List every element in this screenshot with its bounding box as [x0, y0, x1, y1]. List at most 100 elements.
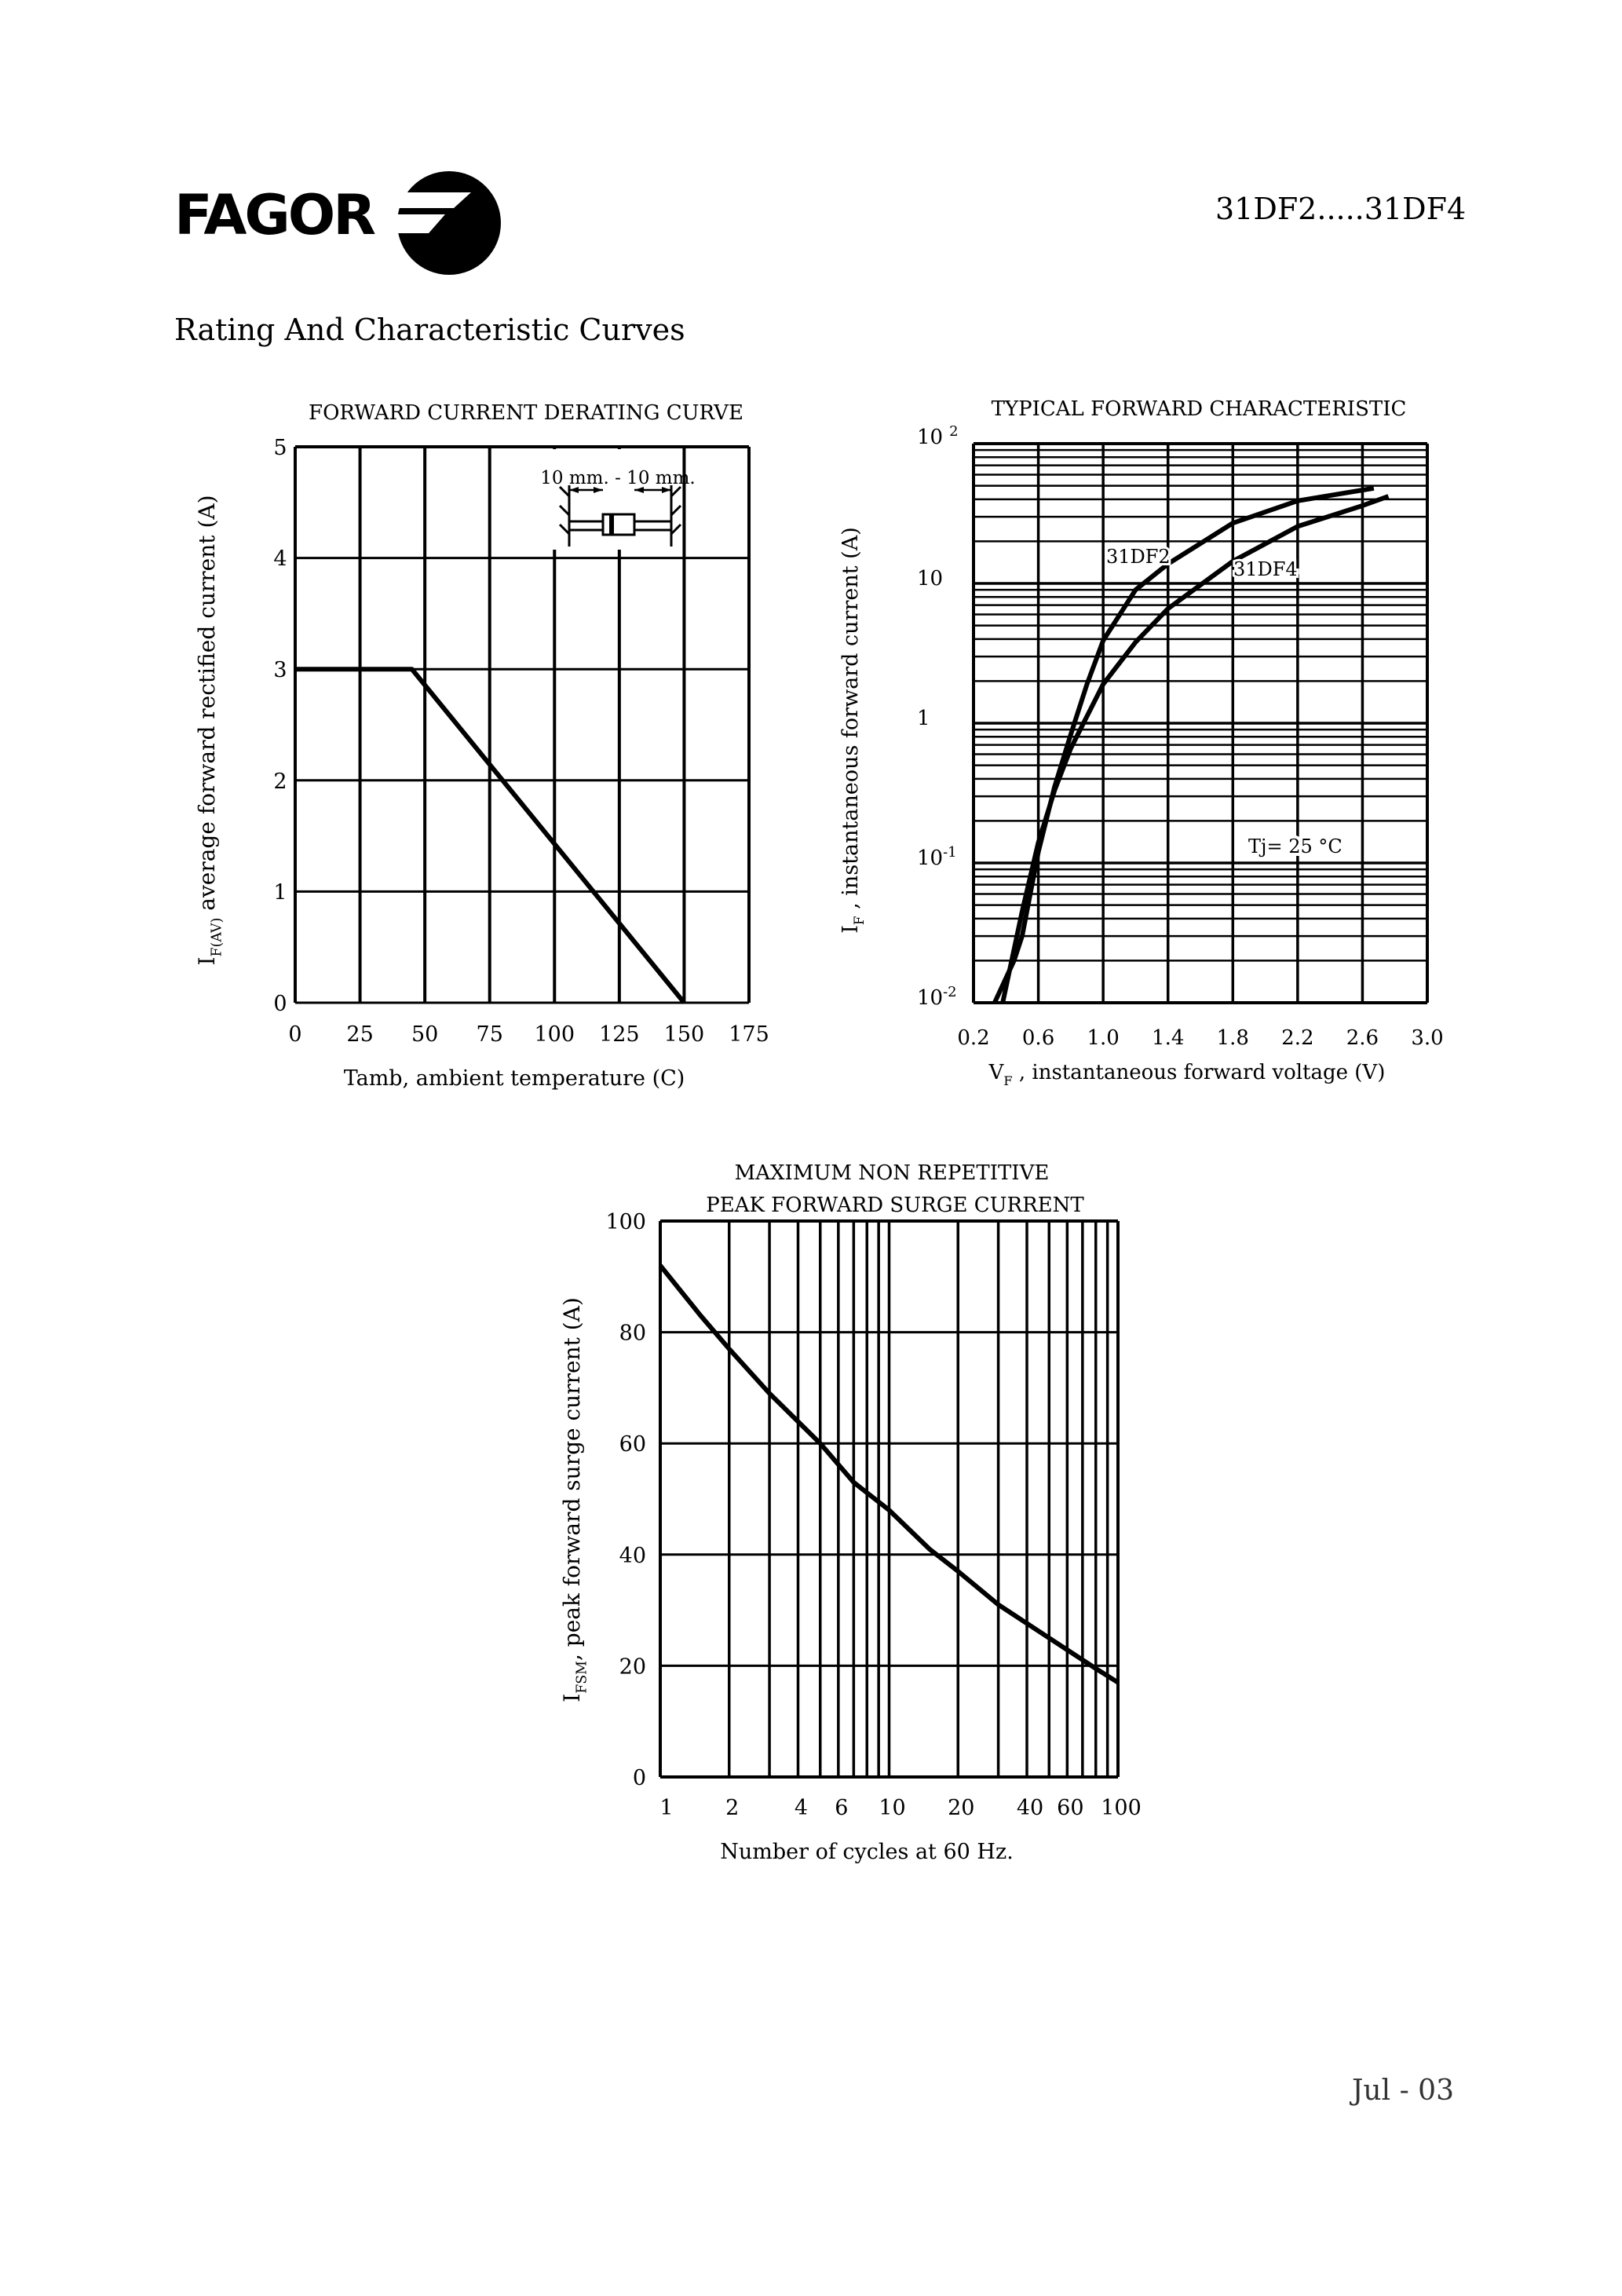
x-tick-label: 2.2: [1281, 1026, 1313, 1050]
logo-stripe: [396, 192, 471, 208]
y-axis-label: IF , instantaneous forward current (A): [838, 527, 867, 934]
x-tick-label: 0.2: [957, 1026, 989, 1050]
chart-title: TYPICAL FORWARD CHARACTERISTIC: [992, 397, 1407, 421]
series-label: 31DF4: [1233, 558, 1298, 580]
footer-date: Jul - 03: [1352, 2075, 1454, 2107]
x-tick-label: 0: [288, 1022, 301, 1047]
x-tick-label: 40: [1017, 1796, 1043, 1820]
y-tick-label: 2: [273, 770, 287, 794]
y-tick-label: 0: [273, 992, 287, 1016]
y-axis-label: IFSM, peak forward surge current (A): [559, 1297, 590, 1702]
y-tick-label: 60: [619, 1432, 646, 1457]
label-main: V: [988, 1061, 1005, 1084]
x-axis-label: VF , instantaneous forward voltage (V): [988, 1061, 1386, 1088]
x-tick-label: 1.0: [1087, 1026, 1119, 1050]
mounting-diagram-inset: 10 mm. - 10 mm.: [540, 468, 696, 547]
tick-base: 10: [917, 567, 943, 590]
tick-base: 10: [917, 846, 943, 870]
x-tick-label: 1: [659, 1796, 673, 1820]
x-tick-label: 60: [1057, 1796, 1083, 1820]
x-tick-label: 100: [1101, 1796, 1142, 1820]
x-tick-label: 25: [346, 1022, 373, 1047]
temperature-annotation: Tj= 25 °C: [1248, 835, 1343, 857]
fagor-logo: FAGOR: [174, 171, 501, 275]
y-tick-label: 100: [605, 1210, 646, 1234]
y-tick-label: 1: [273, 880, 287, 905]
label-subscript: F: [1003, 1073, 1012, 1088]
x-tick-label: 75: [477, 1022, 503, 1047]
x-tick-label: 1.4: [1152, 1026, 1184, 1050]
x-axis-label: Tamb, ambient temperature (C): [344, 1066, 685, 1091]
x-tick-label: 100: [535, 1022, 575, 1047]
y-tick-label: 20: [619, 1654, 646, 1679]
x-tick-label: 20: [948, 1796, 974, 1820]
label-rest: , instantaneous forward voltage (V): [1013, 1061, 1386, 1084]
cathode-band: [609, 514, 614, 535]
x-tick-label: 2: [725, 1796, 739, 1820]
logo-stripe: [393, 214, 445, 233]
wall-hatch: [558, 485, 571, 498]
chart-title-line: PEAK FORWARD SURGE CURRENT: [706, 1194, 1084, 1217]
x-tick-label: 2.6: [1346, 1026, 1379, 1050]
label-rest: average forward rectified current (A): [194, 495, 220, 917]
tick-base: 10: [917, 426, 943, 449]
label-main: I: [559, 1694, 585, 1702]
diode-body: [601, 513, 636, 536]
y-tick-label: 80: [619, 1322, 646, 1346]
y-tick-label: 3: [273, 658, 287, 682]
y-tick-label: 0: [633, 1766, 646, 1790]
label-rest: , instantaneous forward current (A): [838, 527, 863, 916]
y-tick-label: 10: [917, 567, 943, 590]
wall-hatch: [670, 504, 682, 517]
surge-current-chart: 0 20 40 60 80 100 1 2 4 6 10 20 40 60 100 MAXIMUM NON R…: [559, 1161, 1142, 1864]
y-tick-label: 5: [273, 436, 287, 460]
label-main: I: [838, 925, 863, 934]
x-tick-label: 10: [879, 1796, 905, 1820]
curve-31df4: [1000, 494, 1390, 1004]
x-tick-label: 6: [835, 1796, 848, 1820]
derating-chart: 0 25 50 75 100 125 150 175 0 1 2 3 4 5 10 mm. - 10 mm.…: [194, 401, 769, 1091]
x-tick-label: 50: [411, 1022, 438, 1047]
tick-base: 10: [917, 986, 943, 1010]
x-axis-label: Number of cycles at 60 Hz.: [720, 1840, 1014, 1864]
tick-exponent: -1: [943, 844, 957, 861]
label-main: I: [194, 956, 220, 965]
x-tick-label: 4: [795, 1796, 808, 1820]
label-subscript: FSM: [574, 1661, 590, 1694]
label-rest: , peak forward surge current (A): [559, 1297, 585, 1661]
forward-characteristic-chart: 0.2 0.6 1.0 1.4 1.8 2.2 2.6 3.010 210110-110-231…: [838, 397, 1444, 1088]
y-tick-label: 4: [273, 547, 287, 572]
curve-31df2: [992, 485, 1375, 1004]
label-subscript: F: [851, 916, 867, 925]
part-number: 31DF2.....31DF4: [1215, 192, 1467, 226]
x-tick-label: 3.0: [1411, 1026, 1443, 1050]
chart-title-line: MAXIMUM NON REPETITIVE: [735, 1161, 1050, 1185]
arrowhead: [662, 487, 671, 493]
wall-hatch: [670, 485, 682, 498]
y-tick-label: 10-2: [917, 984, 957, 1010]
arrowhead: [594, 487, 603, 493]
derating-curve: [295, 667, 686, 1004]
x-tick-label: 175: [729, 1022, 769, 1047]
y-tick-label: 10 2: [917, 423, 959, 449]
x-tick-label: 125: [599, 1022, 640, 1047]
wall-hatch: [558, 523, 571, 536]
x-tick-label: 1.8: [1217, 1026, 1249, 1050]
y-tick-label: 10-1: [917, 844, 957, 870]
surge-curve: [658, 1263, 1120, 1685]
tick-base: 1: [917, 707, 930, 730]
arrowhead: [569, 487, 579, 493]
x-tick-label: 150: [664, 1022, 705, 1047]
label-subscript: F(AV): [209, 918, 225, 957]
x-tick-label: 0.6: [1022, 1026, 1054, 1050]
wall-hatch: [670, 523, 682, 536]
wall-hatch: [558, 504, 571, 517]
section-title: Rating And Characteristic Curves: [174, 313, 685, 347]
tick-exponent: -2: [943, 984, 957, 1000]
chart-title: FORWARD CURRENT DERATING CURVE: [309, 401, 743, 425]
y-tick-label: 1: [917, 707, 930, 730]
series-label: 31DF2: [1106, 546, 1171, 568]
tick-exponent: 2: [949, 423, 958, 440]
y-tick-label: 40: [619, 1544, 646, 1568]
